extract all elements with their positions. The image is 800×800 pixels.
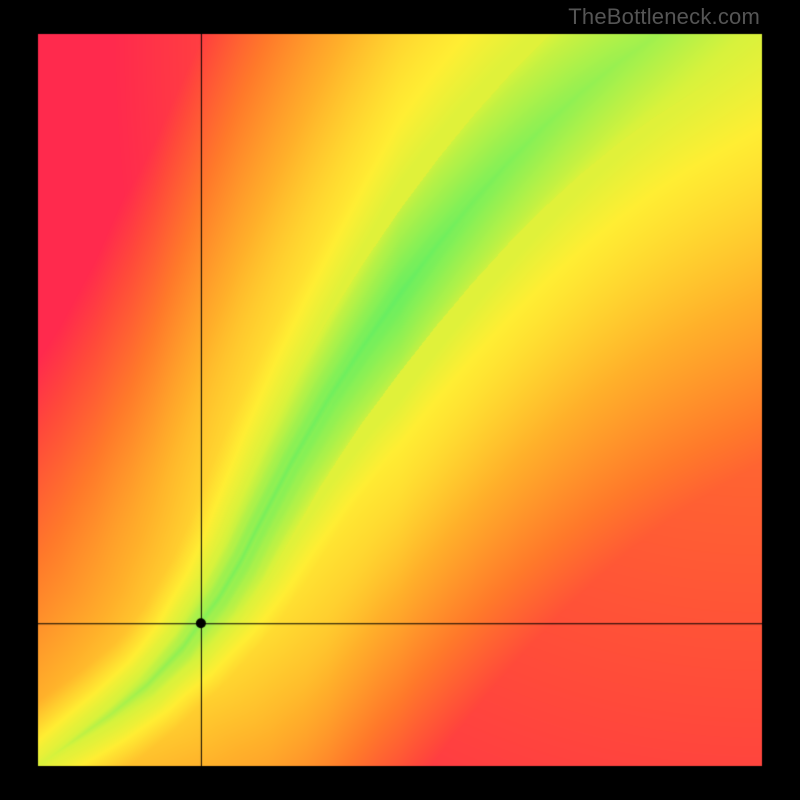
watermark-text: TheBottleneck.com [568,4,760,30]
heatmap-canvas [0,0,800,800]
chart-container: { "watermark_text": "TheBottleneck.com",… [0,0,800,800]
